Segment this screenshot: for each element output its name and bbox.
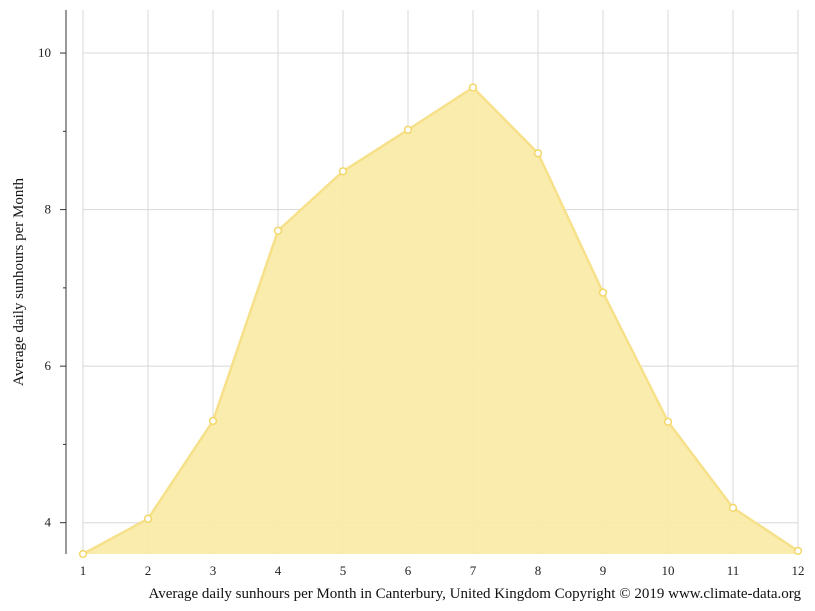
data-markers bbox=[78, 83, 803, 559]
x-tick-label-3: 3 bbox=[210, 563, 217, 578]
x-tick-label-5: 5 bbox=[340, 563, 347, 578]
series-line bbox=[82, 86, 799, 556]
chart-caption: Average daily sunhours per Month in Cant… bbox=[148, 586, 801, 602]
area-fill bbox=[83, 87, 798, 554]
data-point-month-7 bbox=[468, 83, 478, 92]
x-tick-label-9: 9 bbox=[600, 563, 607, 578]
y-tick-label-10: 10 bbox=[38, 45, 51, 60]
data-point-month-2 bbox=[143, 514, 153, 523]
y-axis-title: Average daily sunhours per Month bbox=[11, 178, 27, 387]
y-tick-label-8: 8 bbox=[45, 202, 52, 217]
data-point-month-10 bbox=[663, 417, 673, 426]
data-point-month-8 bbox=[533, 149, 543, 158]
data-point-month-1 bbox=[78, 549, 88, 559]
area-layer bbox=[82, 86, 799, 556]
data-point-month-6 bbox=[403, 125, 413, 134]
data-point-month-11 bbox=[728, 503, 738, 512]
y-tick-label-4: 4 bbox=[45, 515, 52, 530]
x-tick-label-7: 7 bbox=[470, 563, 477, 578]
x-tick-label-11: 11 bbox=[727, 563, 740, 578]
x-tick-label-2: 2 bbox=[145, 563, 152, 578]
data-point-month-3 bbox=[208, 416, 218, 426]
x-tick-label-8: 8 bbox=[535, 563, 542, 578]
x-tick-label-12: 12 bbox=[792, 563, 805, 578]
y-tick-label-6: 6 bbox=[45, 358, 52, 373]
x-tick-label-10: 10 bbox=[662, 563, 675, 578]
axes bbox=[60, 10, 67, 554]
data-point-month-9 bbox=[598, 288, 608, 297]
x-tick-label-6: 6 bbox=[405, 563, 412, 578]
data-point-month-12 bbox=[793, 546, 803, 556]
data-point-month-4 bbox=[273, 226, 283, 235]
x-tick-label-1: 1 bbox=[80, 563, 87, 578]
data-point-month-5 bbox=[338, 167, 348, 176]
x-tick-label-4: 4 bbox=[275, 563, 282, 578]
